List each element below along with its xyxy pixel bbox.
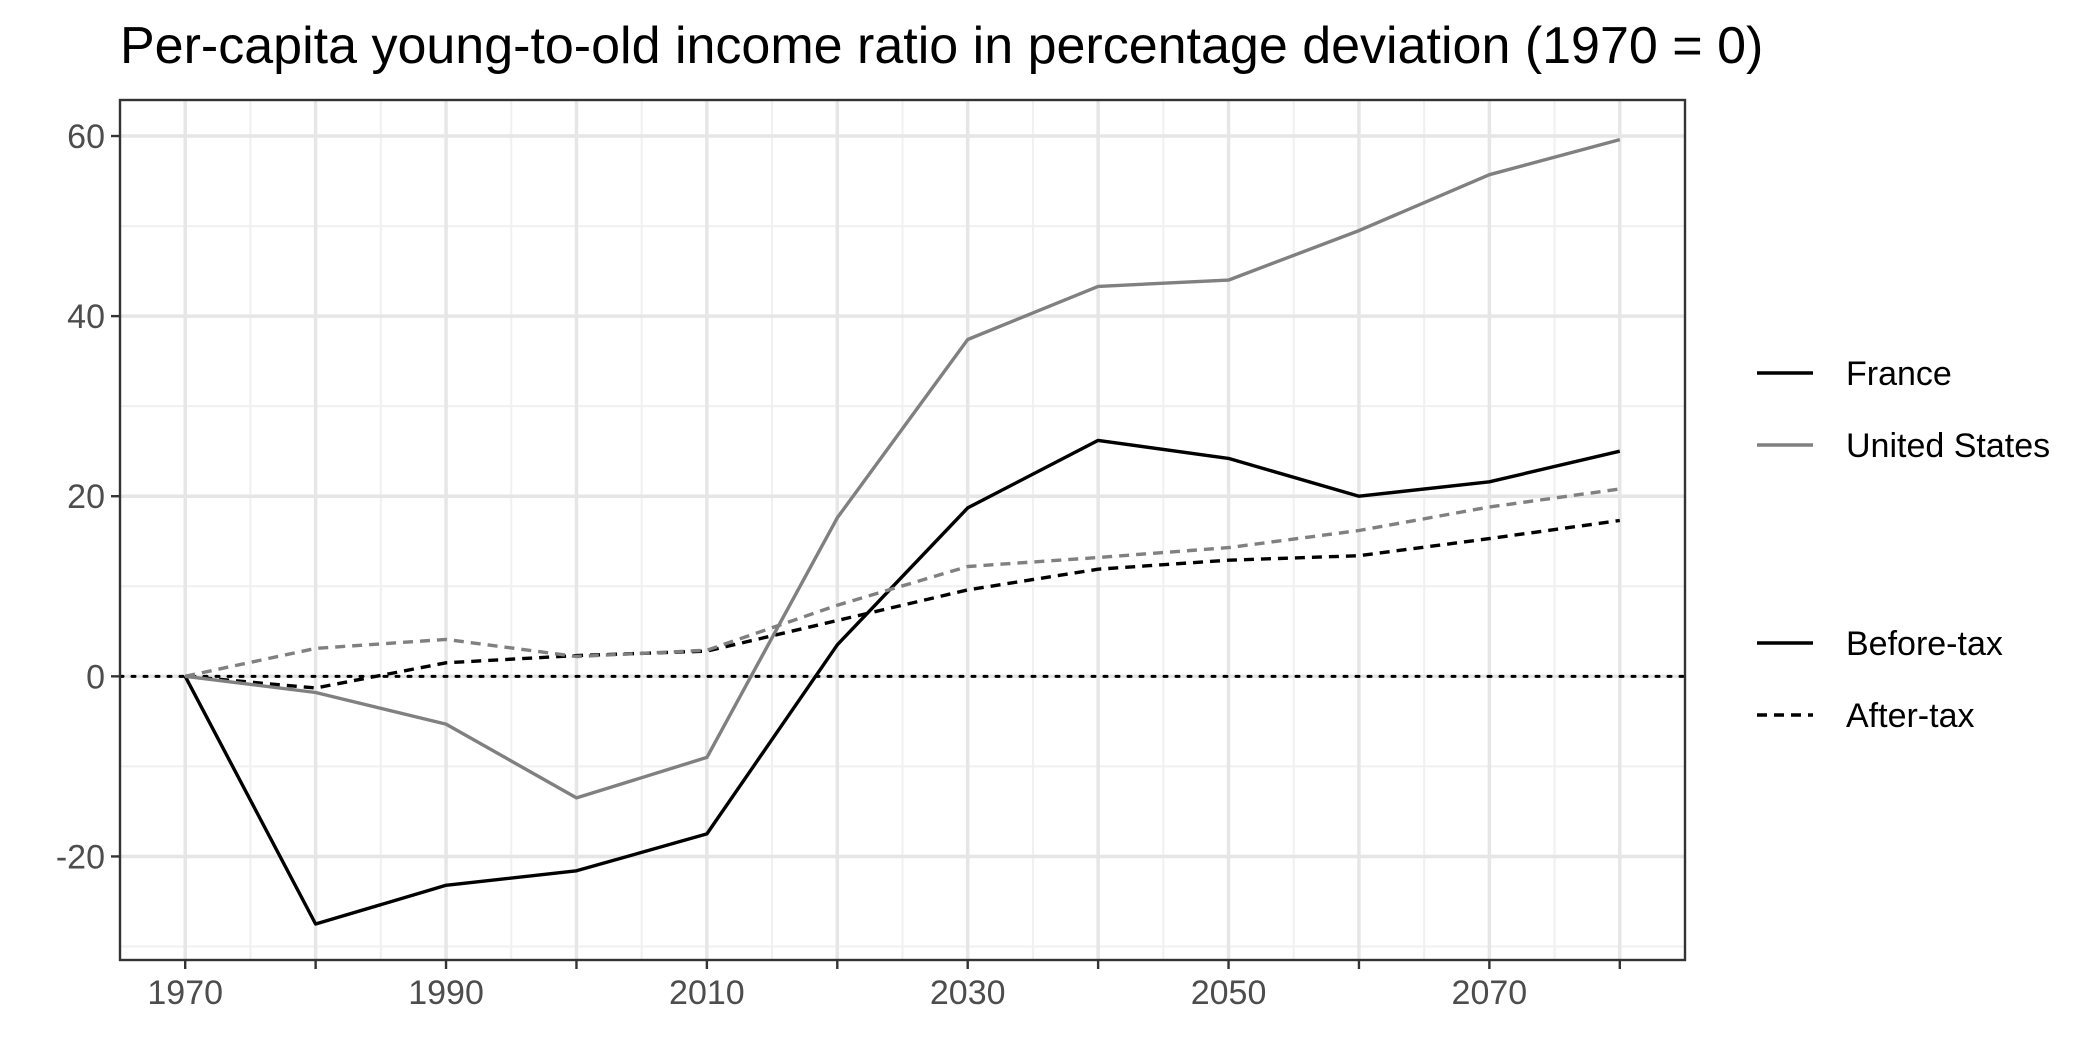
plot-border — [118, 98, 1687, 962]
y-tick-label: 20 — [67, 478, 105, 516]
series-lines — [183, 137, 1621, 926]
y-tick-label: 40 — [67, 298, 105, 336]
y-tick-label: 60 — [67, 118, 105, 156]
legend-label: United States — [1846, 427, 2050, 465]
series-line-france-after-tax — [185, 518, 1621, 690]
x-tick-label: 2030 — [930, 974, 1006, 1012]
y-tick-label: -20 — [56, 838, 105, 876]
series-line-france-before-tax — [183, 438, 1621, 926]
legend-label: Before-tax — [1846, 625, 2003, 663]
legend-label: France — [1846, 355, 1952, 393]
x-tick-label: 1990 — [408, 974, 484, 1012]
legend: France United States Before-tax After-tax — [1757, 355, 2050, 735]
legend-label: After-tax — [1846, 697, 1974, 735]
x-tick-label: 2070 — [1452, 974, 1528, 1012]
axes: 1970 1990 2010 2030 2050 2070 -20 0 20 40 60 — [56, 118, 1621, 1012]
chart-title: Per-capita young-to-old income ratio in … — [120, 17, 1763, 75]
x-tick-label: 1970 — [147, 974, 223, 1012]
series-line-united-states-after-tax — [184, 487, 1621, 678]
y-tick-label: 0 — [86, 658, 105, 696]
series-line-united-states-before-tax — [184, 137, 1621, 800]
x-tick-label: 2050 — [1191, 974, 1267, 1012]
grid-lines — [120, 100, 1685, 960]
x-tick-label: 2010 — [669, 974, 745, 1012]
